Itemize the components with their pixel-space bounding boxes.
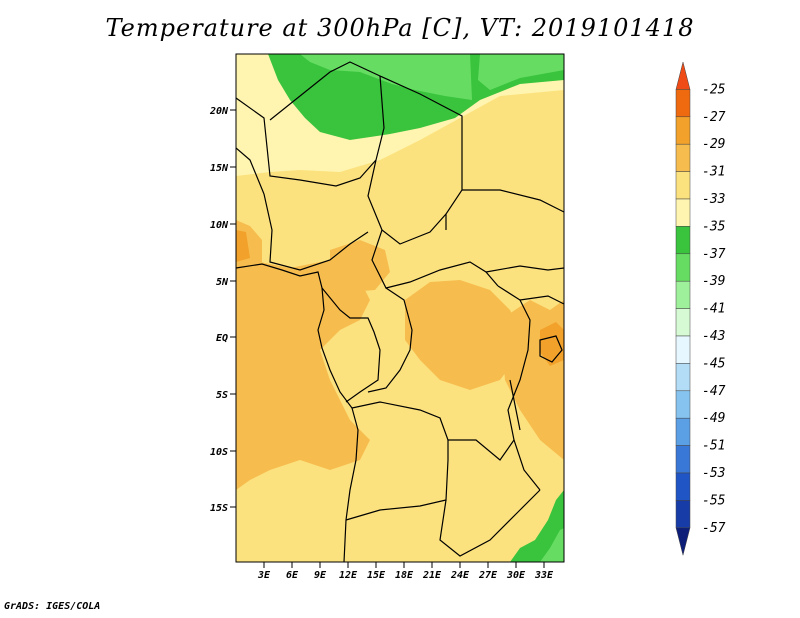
- colorbar-swatch: [675, 61, 691, 90]
- colorbar-swatch: [675, 253, 691, 282]
- border-zambia: [439, 489, 541, 557]
- colorbar-label: -29: [702, 137, 725, 152]
- lon-label: 18E: [395, 570, 414, 581]
- lon-label: 24E: [450, 570, 470, 581]
- colorbar-label: -43: [702, 329, 725, 344]
- border-chad: [367, 159, 447, 245]
- lon-label: 15E: [367, 570, 386, 581]
- colorbar-swatch: [675, 116, 691, 145]
- colorbar-swatch: [675, 390, 691, 419]
- colorbar-label: -35: [702, 219, 726, 234]
- colorbar-label: -55: [702, 493, 726, 508]
- border-west-niger: [236, 147, 265, 195]
- colorbar-swatch: [675, 527, 691, 556]
- border-nigeria: [263, 193, 369, 271]
- colorbar-swatch: [675, 472, 691, 501]
- border-sahara: [269, 61, 463, 230]
- colorbar-swatch: [675, 500, 691, 529]
- map-frame: [235, 53, 565, 563]
- colorbar-label: -25: [702, 82, 726, 97]
- colorbar-swatch: [675, 335, 691, 364]
- lon-label: 12E: [339, 570, 358, 581]
- lon-label: 33E: [534, 570, 554, 581]
- lat-label: 5S: [216, 390, 228, 401]
- lon-label: 9E: [314, 570, 327, 581]
- colorbar-label: -37: [702, 247, 726, 262]
- border-car: [371, 229, 499, 289]
- colorbar-swatch: [675, 198, 691, 227]
- border-cameroon: [321, 287, 381, 403]
- colorbar-swatch: [675, 171, 691, 200]
- lon-ticks: [263, 562, 545, 568]
- field-warm-center: [405, 280, 520, 390]
- lon-label: 27E: [478, 570, 498, 581]
- colorbar-label: -39: [702, 274, 725, 289]
- lat-label: 15N: [210, 163, 229, 174]
- grads-credit: GrADS: IGES/COLA: [4, 601, 101, 612]
- field-warm-west: [236, 250, 370, 490]
- colorbar-swatch: [675, 226, 691, 255]
- border-sudan: [462, 189, 564, 213]
- colorbar-label: -41: [702, 302, 725, 317]
- lon-label: 6E: [286, 570, 299, 581]
- colorbar-label: -51: [702, 439, 725, 454]
- map-borders: [236, 61, 564, 562]
- colorbar-label: -57: [702, 521, 726, 536]
- lake-victoria: [539, 335, 563, 363]
- colorbar-swatch: [675, 363, 691, 392]
- map-title: Temperature at 300hPa [C], VT: 201910141…: [105, 14, 695, 42]
- lon-label: 3E: [257, 570, 271, 581]
- colorbar: -25 -27 -29 -31 -33 -35 -37 -39 -41 -43 -45 -47 -49 -…: [675, 61, 726, 556]
- colorbar-label: -49: [702, 411, 725, 426]
- field-green-se2: [540, 528, 564, 562]
- border-ssudan: [485, 265, 564, 273]
- border-drc-east: [497, 285, 541, 491]
- border-drc-south: [351, 401, 515, 461]
- colorbar-swatch: [675, 445, 691, 474]
- lat-label: 20N: [209, 106, 229, 117]
- lake-tanganyika: [509, 379, 521, 431]
- colorbar-swatch: [675, 417, 691, 446]
- border-uganda: [519, 295, 564, 305]
- lat-label: EQ: [216, 333, 228, 344]
- coastline-west: [236, 263, 359, 562]
- border-congo: [367, 287, 413, 393]
- lon-label: 21E: [422, 570, 442, 581]
- colorbar-label: -33: [702, 192, 725, 207]
- border-niger: [236, 75, 385, 187]
- colorbar-label: -31: [702, 165, 725, 180]
- colorbar-swatch: [675, 89, 691, 118]
- lat-ticks: [230, 109, 236, 508]
- field-green-se: [510, 490, 564, 562]
- lat-label: 10S: [210, 447, 228, 458]
- border-angola: [345, 440, 449, 521]
- field-warm-orange2: [236, 230, 250, 262]
- map-field: [236, 54, 564, 562]
- lon-label: 30E: [506, 570, 526, 581]
- lat-label: 5N: [216, 277, 229, 288]
- lat-label: 10N: [210, 220, 229, 231]
- colorbar-label: -45: [702, 356, 726, 371]
- colorbar-label: -27: [702, 110, 726, 125]
- colorbar-label: -53: [702, 466, 725, 481]
- colorbar-label: -47: [702, 384, 726, 399]
- colorbar-swatch: [675, 308, 691, 337]
- field-warm-chad: [330, 240, 390, 292]
- colorbar-swatch: [675, 280, 691, 309]
- colorbar-swatch: [675, 143, 691, 172]
- field-green-light-east: [478, 54, 564, 90]
- lat-label: 15S: [210, 503, 228, 514]
